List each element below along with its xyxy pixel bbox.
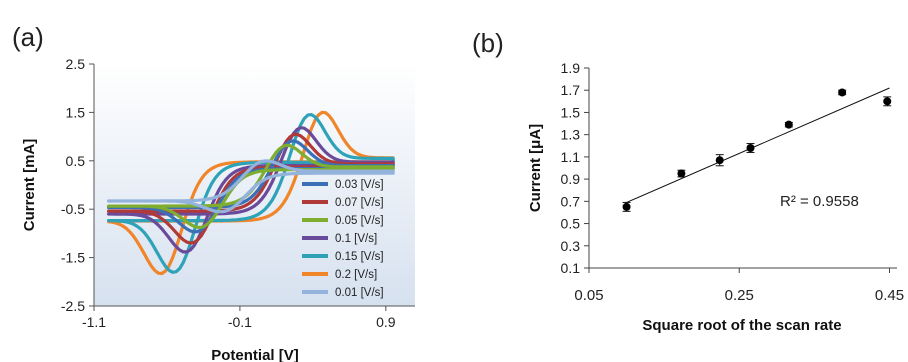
panel-a-legend-label: 0.1 [V/s] (335, 233, 377, 245)
panel-b-ytick-label: 1.1 (561, 149, 581, 165)
panel-b-data-point (838, 88, 847, 97)
panel-a-label: (a) (12, 22, 44, 52)
panel-a-xtick-label: -0.1 (228, 314, 252, 330)
panel-a-ytick-label: 1.5 (66, 104, 86, 120)
panel-b-ytick-label: 1.7 (561, 82, 581, 98)
panel-a-legend-label: 0.05 [V/s] (335, 215, 384, 227)
panel-b-data-point (715, 156, 724, 165)
panel-a-ytick-label: 2.5 (66, 56, 86, 72)
panel-b-ytick-label: 1.9 (561, 60, 581, 76)
panel-b-ytick-label: 0.9 (561, 171, 581, 187)
panel-a-ytick-label: -0.5 (61, 201, 85, 217)
panel-b-xtick-label: 0.25 (725, 287, 754, 304)
panel-b-marks (622, 87, 892, 212)
panel-b-data-point (677, 169, 686, 178)
panel-a-legend-label: 0.01 [V/s] (335, 287, 384, 299)
panel-b-ytick-label: 0.7 (561, 193, 581, 209)
panel-a-legend-label: 0.2 [V/s] (335, 269, 377, 281)
panel-a-xlabel: Potential [V] (211, 347, 299, 362)
panel-b-chart: (b) 1.9 1.7 1.5 1.3 1.1 0.9 0.7 0.5 0.3 0.1 0.05 0.… (472, 28, 904, 334)
panel-a-legend-label: 0.15 [V/s] (335, 251, 384, 263)
panel-a-xtick-label: 0.9 (376, 314, 396, 330)
panel-a-ytick-label: -1.5 (61, 250, 85, 266)
panel-b-data-point (883, 97, 892, 106)
panel-b-ytick-label: 0.3 (561, 238, 581, 254)
panel-b-label: (b) (472, 28, 504, 58)
panel-b-ylabel: Current [μA] (527, 124, 544, 212)
panel-b-xtick-label: 0.45 (875, 287, 904, 304)
panel-a-legend-label: 0.07 [V/s] (335, 197, 384, 209)
panel-b-data-point (746, 144, 755, 152)
panel-a-axes: 2.5 1.5 0.5 -0.5 -1.5 -2.5-1.1 -0.1 0.9 (61, 56, 415, 330)
panel-b-ytick-label: 0.5 (561, 216, 581, 232)
panel-b-xlabel: Square root of the scan rate (642, 317, 841, 334)
panel-a-legend: 0.03 [V/s] 0.07 [V/s] 0.05 [V/s] 0.1 [V/s] 0… (302, 179, 384, 299)
panel-b-ytick-label: 1.3 (561, 127, 581, 143)
panel-b-axes: 1.9 1.7 1.5 1.3 1.1 0.9 0.7 0.5 0.3 0.1 0.05 0.25 0.… (561, 60, 905, 304)
panel-b-annotation: R² = 0.9558 (780, 193, 859, 210)
panel-a-legend-label: 0.03 [V/s] (335, 179, 384, 191)
panel-b-data-point (622, 202, 631, 211)
panel-b-plot-area (589, 68, 897, 268)
panel-a-xtick-label: -1.1 (82, 314, 106, 330)
panel-b-ytick-label: 0.1 (561, 260, 581, 276)
panel-a-ylabel: Current [mA] (21, 139, 38, 232)
panel-a-ytick-label: -2.5 (61, 298, 85, 314)
panel-a-series-curve (107, 159, 395, 214)
panel-b-ytick-label: 1.5 (561, 104, 581, 120)
panel-b-xtick-label: 0.05 (574, 287, 603, 304)
panel-b-data-point (784, 120, 793, 129)
panel-a-series-group (107, 110, 395, 276)
panel-b-trendline (626, 87, 890, 203)
panel-a-ytick-label: 0.5 (66, 153, 86, 169)
panel-a-chart: (a) 2.5 1.5 0.5 -0.5 -1.5 -2.5-1.1 -0.1 0.9 0.0… (12, 22, 415, 362)
